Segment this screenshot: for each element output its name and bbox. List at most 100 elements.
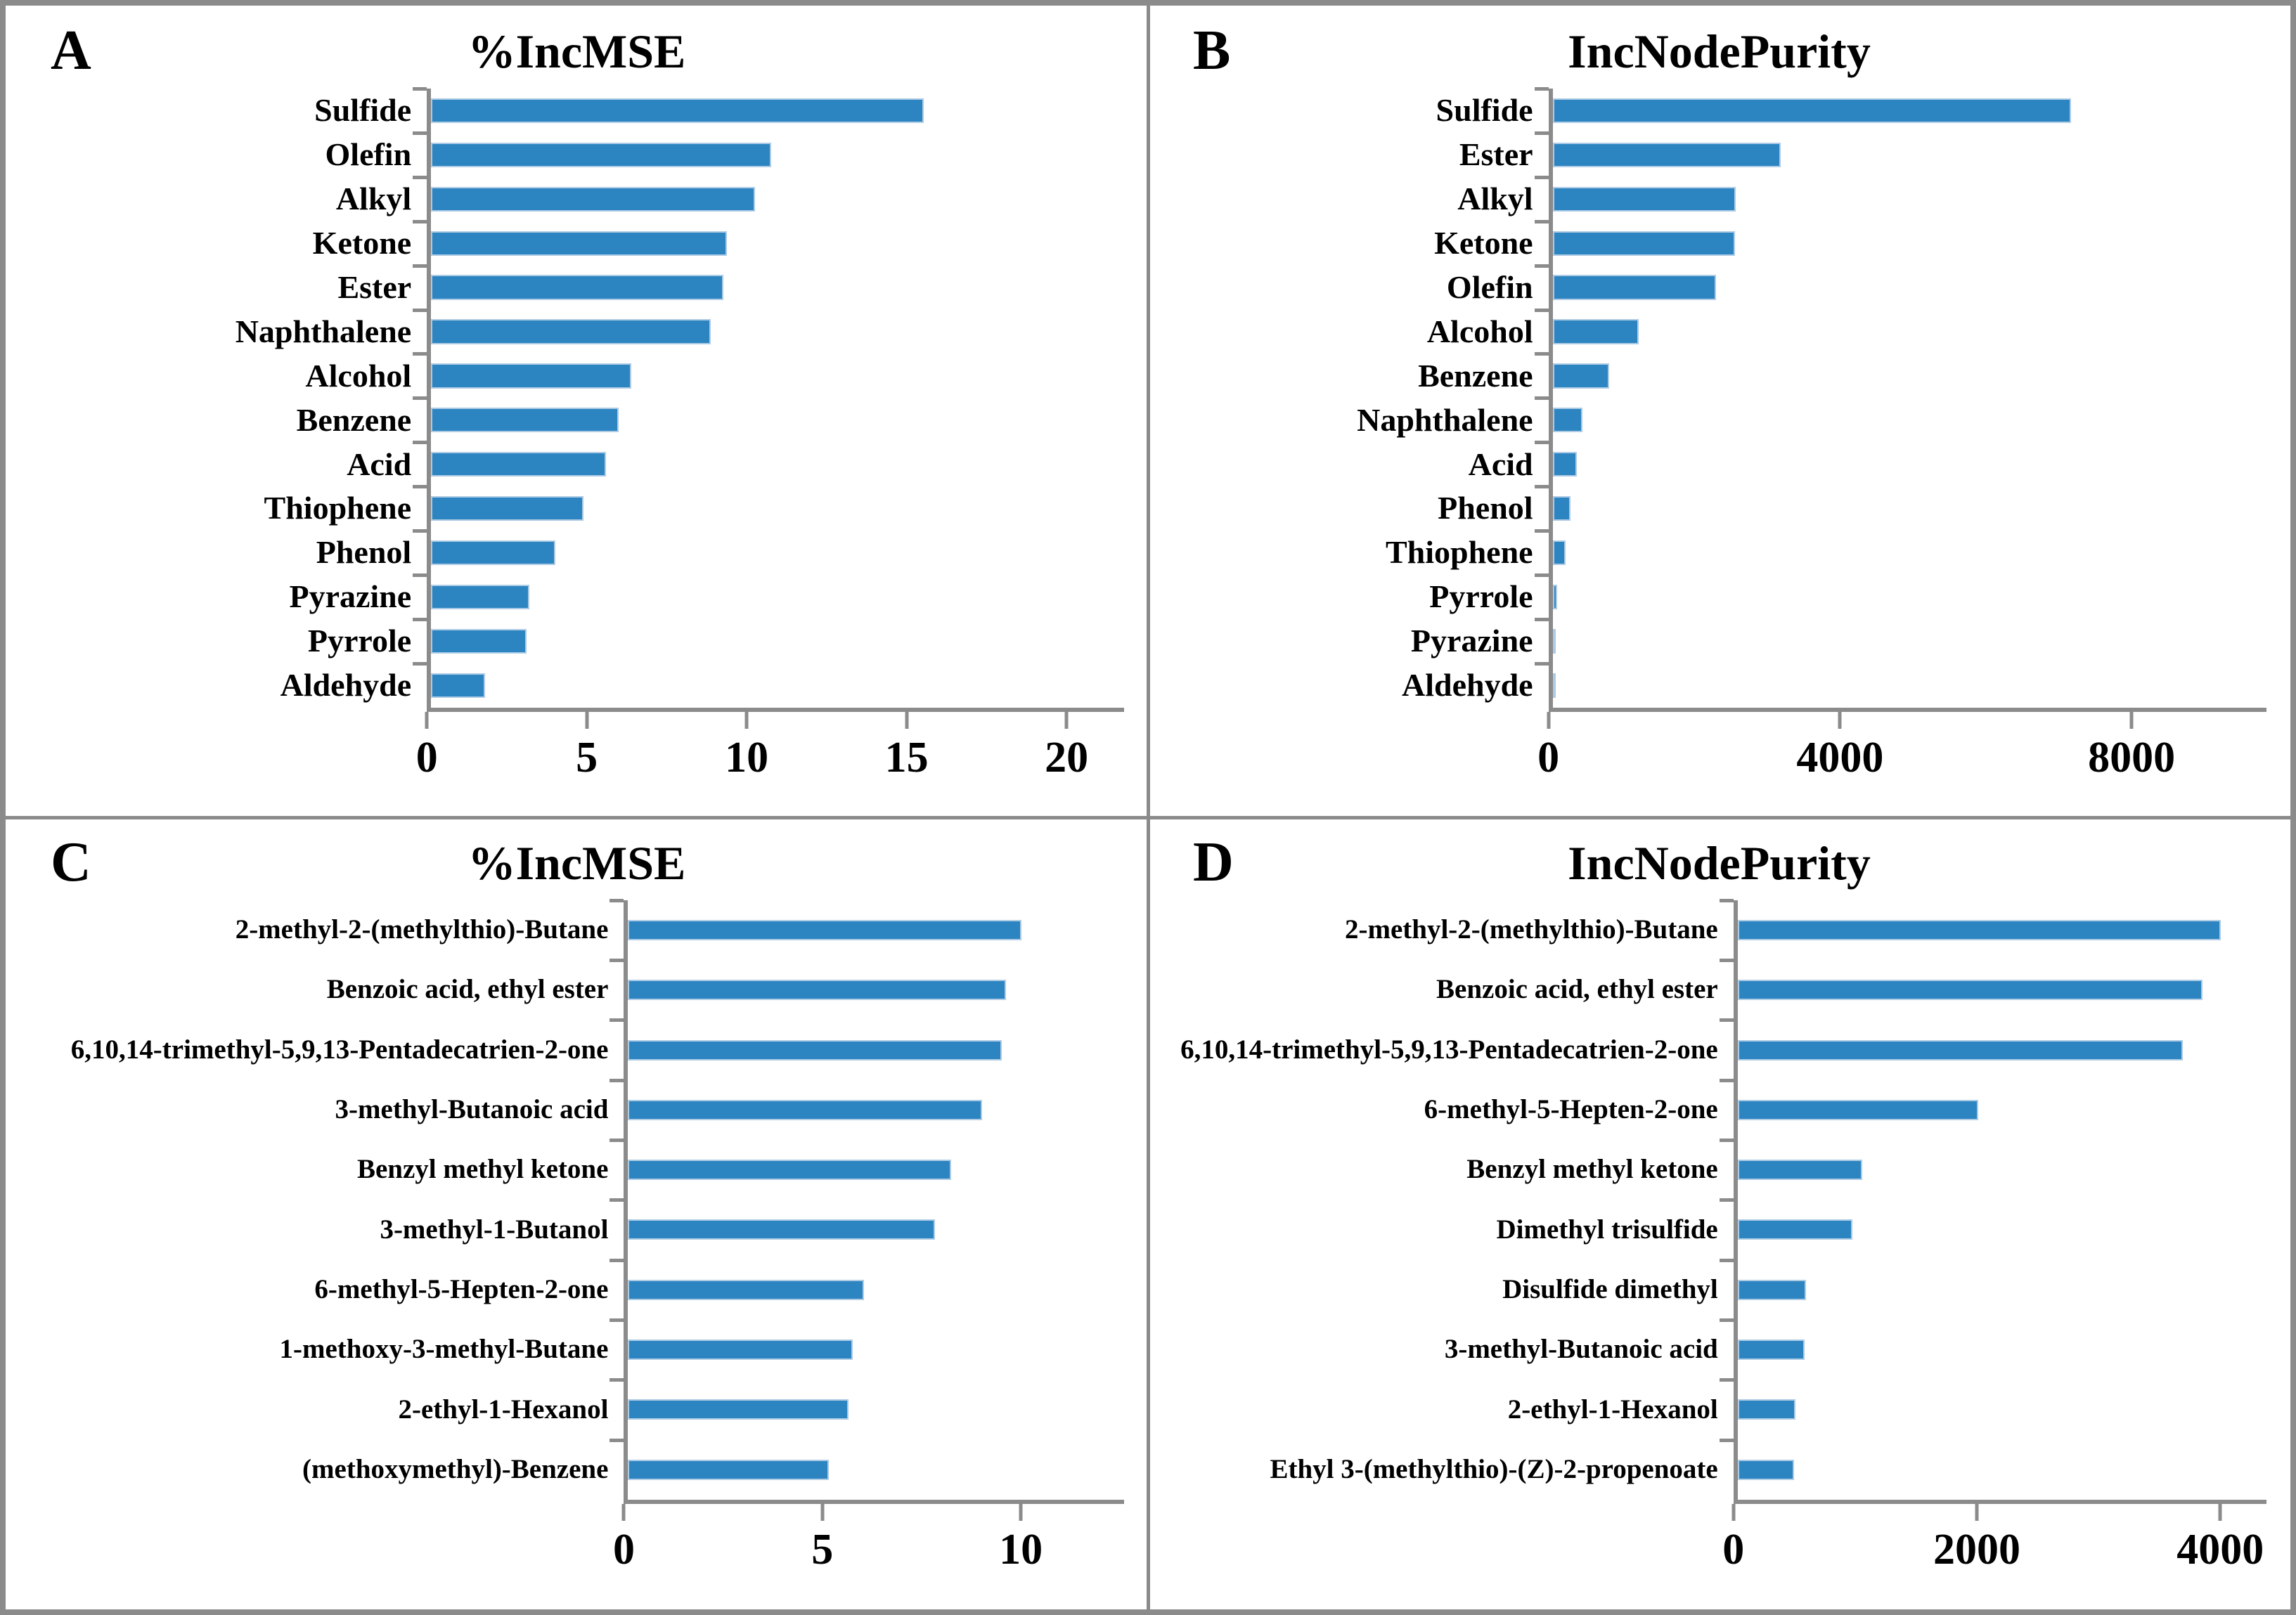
plot-area: 2-methyl-2-(methylthio)-Butane Benzoic ac… xyxy=(1172,898,2266,1500)
panel-a: A %IncMSE Sulfide Olefin Alkyl Ketone Ester N… xyxy=(6,6,1148,817)
x-axis-tick-label: 5 xyxy=(576,733,598,781)
category-label: Pyrrole xyxy=(307,623,412,659)
panel-b-header: B IncNodePurity xyxy=(1172,18,2266,89)
x-axis-tick-label: 8000 xyxy=(2088,733,2176,781)
bar xyxy=(1552,319,1639,344)
category-label: 2-ethyl-1-Hexanol xyxy=(398,1394,609,1425)
bar-track xyxy=(1734,1380,2266,1439)
x-axis-tick-label: 20 xyxy=(1045,733,1089,781)
bar xyxy=(1737,1459,1795,1480)
bar-track xyxy=(624,1440,1124,1500)
bar xyxy=(1552,673,1556,698)
bar xyxy=(1737,919,2221,940)
bar xyxy=(628,1399,849,1420)
bar-track xyxy=(1549,442,2266,486)
x-axis-tick xyxy=(2218,1503,2222,1521)
category-label: Acid xyxy=(1468,446,1533,482)
bar-track xyxy=(1549,575,2266,619)
category-label: 1-methoxy-3-methyl-Butane xyxy=(279,1334,609,1365)
chart-row: 6-methyl-5-Hepten-2-one xyxy=(1172,1078,2266,1140)
x-axis-tick-label: 5 xyxy=(811,1525,834,1574)
chart-row: Thiophene xyxy=(1172,529,2266,575)
bar xyxy=(431,319,711,344)
bar xyxy=(1737,1219,1852,1240)
x-axis: 0 5 10 xyxy=(613,1499,1124,1591)
panel-letter: B xyxy=(1193,20,1231,82)
chart-row: Pyrrole xyxy=(1172,573,2266,619)
category-label: 2-methyl-2-(methylthio)-Butane xyxy=(1344,914,1718,945)
panel-letter: C xyxy=(51,831,91,893)
bar xyxy=(628,1279,865,1300)
category-label: Alcohol xyxy=(1426,313,1533,349)
x-axis-tick xyxy=(1064,711,1069,729)
bar xyxy=(628,1039,1002,1061)
bar-track xyxy=(1734,1020,2266,1079)
bar xyxy=(628,1340,853,1361)
bar-track xyxy=(1549,133,2266,177)
category-label: Aldehyde xyxy=(280,667,412,703)
category-label: Benzyl methyl ketone xyxy=(1466,1154,1718,1185)
chart-row: 3-methyl-Butanoic acid xyxy=(1172,1318,2266,1380)
x-axis-tick-label: 4000 xyxy=(2176,1525,2264,1574)
chart-row: Alcohol xyxy=(1172,308,2266,354)
category-label: Alcohol xyxy=(305,357,412,394)
bar-track xyxy=(624,1260,1124,1320)
chart-title: IncNodePurity xyxy=(1568,836,1871,890)
category-label: Ketone xyxy=(1434,225,1533,261)
chart-row: Benzyl methyl ketone xyxy=(1172,1138,2266,1200)
bar xyxy=(628,919,1022,940)
category-label: Phenol xyxy=(316,534,412,571)
chart-row: Benzoic acid, ethyl ester xyxy=(30,959,1124,1020)
bar-track xyxy=(427,177,1124,221)
bar-track xyxy=(1734,1440,2266,1500)
x-axis-tick xyxy=(2129,711,2134,729)
bar xyxy=(1552,363,1609,389)
category-label: 6-methyl-5-Hepten-2-one xyxy=(314,1273,609,1304)
bar-track xyxy=(427,221,1124,266)
x-axis-tick-label: 0 xyxy=(1537,733,1560,781)
category-label: Dimethyl trisulfide xyxy=(1496,1214,1718,1245)
bar-track xyxy=(1549,531,2266,575)
chart-row: Phenol xyxy=(1172,485,2266,531)
bar xyxy=(1737,1399,1796,1420)
category-label: 6,10,14-trimethyl-5,9,13-Pentadecatrien-… xyxy=(70,1034,609,1065)
bar xyxy=(431,584,530,610)
bar xyxy=(431,452,606,477)
category-label: (methoxymethyl)-Benzene xyxy=(302,1453,609,1484)
panel-divider-horizontal xyxy=(6,815,2290,819)
x-axis: 0 2000 4000 xyxy=(1722,1499,2267,1591)
bar-track xyxy=(624,900,1124,960)
panel-c-header: C %IncMSE xyxy=(30,830,1124,900)
category-label: Ethyl 3-(methylthio)-(Z)-2-propenoate xyxy=(1270,1453,1718,1484)
chart-row: 3-methyl-1-Butanol xyxy=(30,1198,1124,1259)
category-label: 6,10,14-trimethyl-5,9,13-Pentadecatrien-… xyxy=(1180,1034,1718,1065)
chart-row: Benzene xyxy=(30,396,1124,442)
chart-row: Benzyl methyl ketone xyxy=(30,1138,1124,1200)
bar-chart-incnodepurity-groups: Sulfide Ester Alkyl Ketone Olefin Alcohol Benz… xyxy=(1172,87,2267,799)
plot-area: Sulfide Olefin Alkyl Ketone Ester Naphthalene… xyxy=(30,87,1124,708)
category-label: Alkyl xyxy=(1457,181,1533,217)
bar xyxy=(1552,231,1736,256)
chart-row: Pyrrole xyxy=(30,617,1124,663)
panel-divider-vertical xyxy=(1147,6,1150,1609)
bar xyxy=(1737,1160,1863,1181)
bar-track xyxy=(1734,1320,2266,1380)
category-label: Pyrazine xyxy=(1410,623,1533,659)
panel-d-header: D IncNodePurity xyxy=(1172,830,2266,900)
category-label: Benzoic acid, ethyl ester xyxy=(326,974,609,1005)
chart-row: Ketone xyxy=(30,219,1124,266)
chart-row: Sulfide xyxy=(30,87,1124,133)
category-label: Sulfide xyxy=(1436,92,1533,129)
bar xyxy=(1552,584,1558,610)
bar xyxy=(1552,186,1736,212)
bar xyxy=(628,1160,951,1181)
x-axis-tick xyxy=(621,1503,626,1521)
category-label: Ketone xyxy=(312,225,412,261)
chart-row: 2-ethyl-1-Hexanol xyxy=(1172,1378,2266,1439)
bar xyxy=(1552,142,1781,167)
bar xyxy=(628,1099,983,1120)
x-axis-tick xyxy=(1731,1503,1736,1521)
bar-track xyxy=(1549,177,2266,221)
category-label: Disulfide dimethyl xyxy=(1502,1273,1718,1304)
bar-track xyxy=(427,663,1124,708)
